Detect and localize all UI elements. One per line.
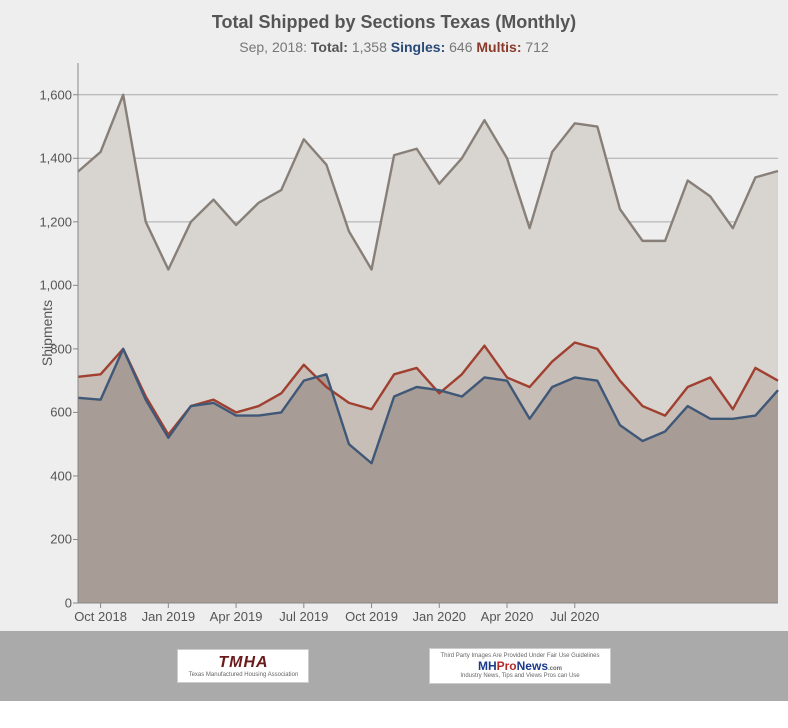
chart-svg <box>78 63 778 603</box>
subtitle-multis-label: Multis: <box>476 39 521 55</box>
ytick-label: 400 <box>50 468 72 483</box>
xtick-label: Apr 2020 <box>481 609 534 624</box>
ytick-label: 800 <box>50 341 72 356</box>
footer-bar: TMHA Texas Manufactured Housing Associat… <box>0 631 788 701</box>
ytick-label: 600 <box>50 405 72 420</box>
chart-subtitle: Sep, 2018: Total: 1,358 Singles: 646 Mul… <box>0 33 788 63</box>
xtick-label: Jan 2020 <box>413 609 467 624</box>
ytick-label: 1,000 <box>39 278 72 293</box>
logo-tmha: TMHA Texas Manufactured Housing Associat… <box>177 649 309 683</box>
logo-mhpronews: Third Party Images Are Provided Under Fa… <box>429 648 610 684</box>
logo-tmha-sub: Texas Manufactured Housing Association <box>188 672 298 678</box>
xtick-label: Jul 2019 <box>279 609 328 624</box>
subtitle-multis-value: 712 <box>525 39 548 55</box>
subtitle-singles-label: Singles: <box>391 39 445 55</box>
plot-area: Shipments 02004006008001,0001,2001,4001,… <box>78 63 778 603</box>
ytick-label: 1,600 <box>39 87 72 102</box>
logo-tmha-text: TMHA <box>188 654 298 672</box>
xtick-label: Oct 2018 <box>74 609 127 624</box>
ytick-label: 1,400 <box>39 151 72 166</box>
xtick-label: Jul 2020 <box>550 609 599 624</box>
xtick-label: Apr 2019 <box>210 609 263 624</box>
subtitle-total-label: Total: <box>311 39 348 55</box>
subtitle-total-value: 1,358 <box>352 39 387 55</box>
ytick-label: 1,200 <box>39 214 72 229</box>
logo-mhpronews-sub: Industry News, Tips and Views Pros can U… <box>440 673 599 679</box>
subtitle-singles-value: 646 <box>449 39 472 55</box>
logo-mhpronews-main: MHProNews.com <box>440 659 599 673</box>
xtick-label: Jan 2019 <box>142 609 196 624</box>
chart-title: Total Shipped by Sections Texas (Monthly… <box>0 0 788 33</box>
xtick-label: Oct 2019 <box>345 609 398 624</box>
subtitle-date: Sep, 2018: <box>239 39 307 55</box>
ytick-label: 0 <box>65 596 72 611</box>
ytick-label: 200 <box>50 532 72 547</box>
chart-panel: Total Shipped by Sections Texas (Monthly… <box>0 0 788 701</box>
